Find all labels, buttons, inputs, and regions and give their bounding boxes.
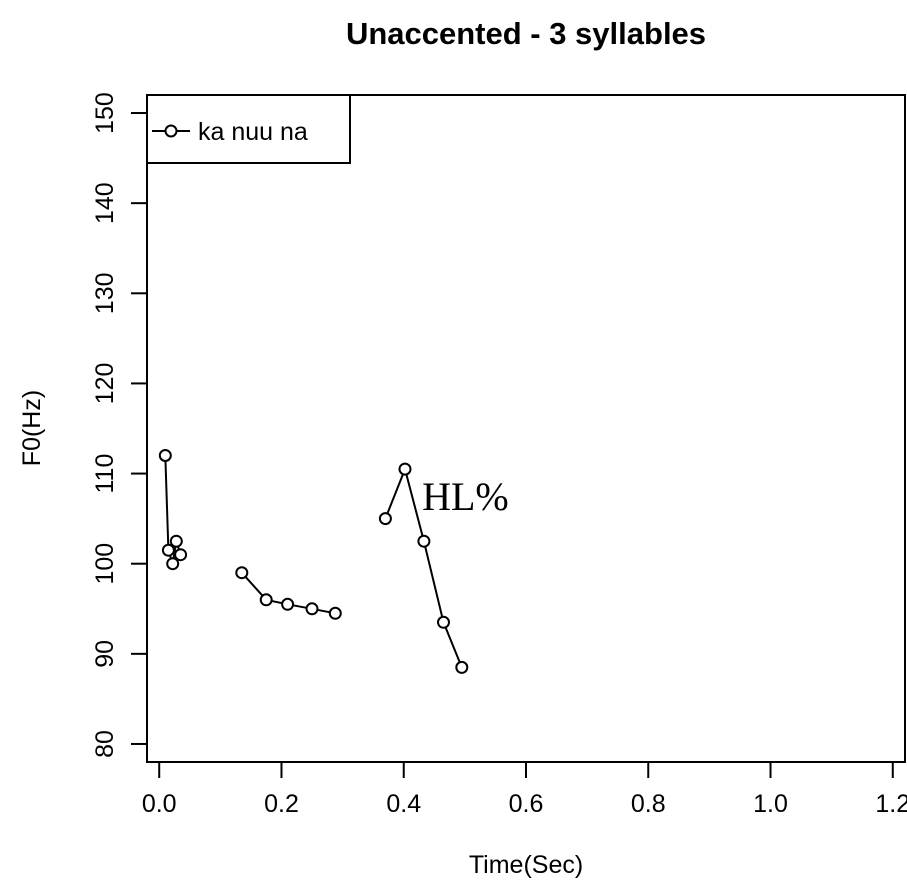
data-point (235, 566, 249, 580)
y-tick-label: 150 (91, 92, 119, 134)
y-axis: 80 90 100 110 120 130 140 150 (91, 92, 148, 758)
x-axis: 0.0 0.2 0.4 0.6 0.8 1.0 1.2 (142, 761, 907, 818)
series-layer (158, 449, 469, 674)
annotation-layer: HL% (422, 474, 509, 519)
x-tick-label: 0.8 (631, 790, 666, 818)
legend-label: ka nuu na (198, 118, 308, 146)
data-point (281, 597, 295, 611)
legend-box (146, 94, 351, 164)
y-tick-label: 120 (91, 363, 119, 405)
x-tick-label: 0.0 (142, 790, 177, 818)
data-point (166, 557, 180, 571)
x-tick-label: 0.2 (264, 790, 299, 818)
legend: ka nuu na (146, 94, 351, 164)
chart-title: Unaccented - 3 syllables (346, 16, 706, 51)
data-point (169, 534, 183, 548)
data-point (437, 615, 450, 629)
y-tick-label: 100 (91, 543, 119, 585)
plot-frame (146, 94, 906, 763)
x-tick-label: 0.4 (386, 790, 421, 818)
data-point (161, 543, 175, 557)
x-tick-label: 0.6 (509, 790, 544, 818)
legend-marker (164, 124, 178, 138)
y-tick-label: 80 (91, 730, 119, 758)
x-tick-label: 1.2 (875, 790, 907, 818)
data-point (328, 606, 342, 620)
y-tick-label: 110 (91, 454, 119, 494)
data-point (174, 548, 188, 562)
data-point (378, 512, 392, 526)
y-axis-label: F0(Hz) (18, 390, 46, 466)
x-axis-label: Time(Sec) (469, 851, 583, 879)
data-point (455, 660, 469, 674)
x-tick-label: 1.0 (753, 790, 788, 818)
y-tick-label: 140 (91, 182, 119, 224)
annotation-label: HL% (422, 474, 509, 519)
y-tick-label: 130 (91, 272, 119, 314)
data-point (259, 593, 273, 607)
y-tick-label: 90 (91, 640, 119, 668)
data-point (158, 449, 172, 462)
data-point (398, 462, 412, 476)
data-point (305, 602, 319, 616)
data-point (417, 534, 431, 548)
